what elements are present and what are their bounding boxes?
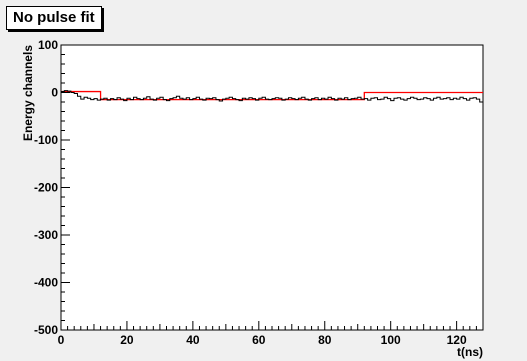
y-tick-label: -300 xyxy=(34,228,58,242)
x-tick-label: 40 xyxy=(186,333,200,347)
x-tick-label: 60 xyxy=(252,333,266,347)
plot-frame xyxy=(60,44,484,331)
fit-layer xyxy=(61,90,483,101)
y-tick-label: -100 xyxy=(34,133,58,147)
data-layer xyxy=(61,90,483,103)
chart-title: No pulse fit xyxy=(6,6,102,30)
x-tick-label: 80 xyxy=(318,333,332,347)
x-axis-label: t(ns) xyxy=(457,345,483,359)
y-tick-label: -200 xyxy=(34,181,58,195)
x-tick-label: 100 xyxy=(381,333,401,347)
axis-layer: 0 20 40 60 80 100 120 100 0 -100 -200 -300 -400 -500 xyxy=(34,38,484,347)
y-tick-label: -500 xyxy=(34,323,58,337)
data-histogram-line xyxy=(61,90,483,103)
y-axis-label: Energy channels xyxy=(21,45,35,141)
y-tick-label: -400 xyxy=(34,276,58,290)
y-tick-label: 100 xyxy=(38,38,58,52)
x-tick-label: 120 xyxy=(447,333,467,347)
x-tick-label: 0 xyxy=(58,333,65,347)
y-tick-label: 0 xyxy=(51,86,58,100)
x-tick-label: 20 xyxy=(120,333,134,347)
fit-step-line xyxy=(61,90,483,101)
